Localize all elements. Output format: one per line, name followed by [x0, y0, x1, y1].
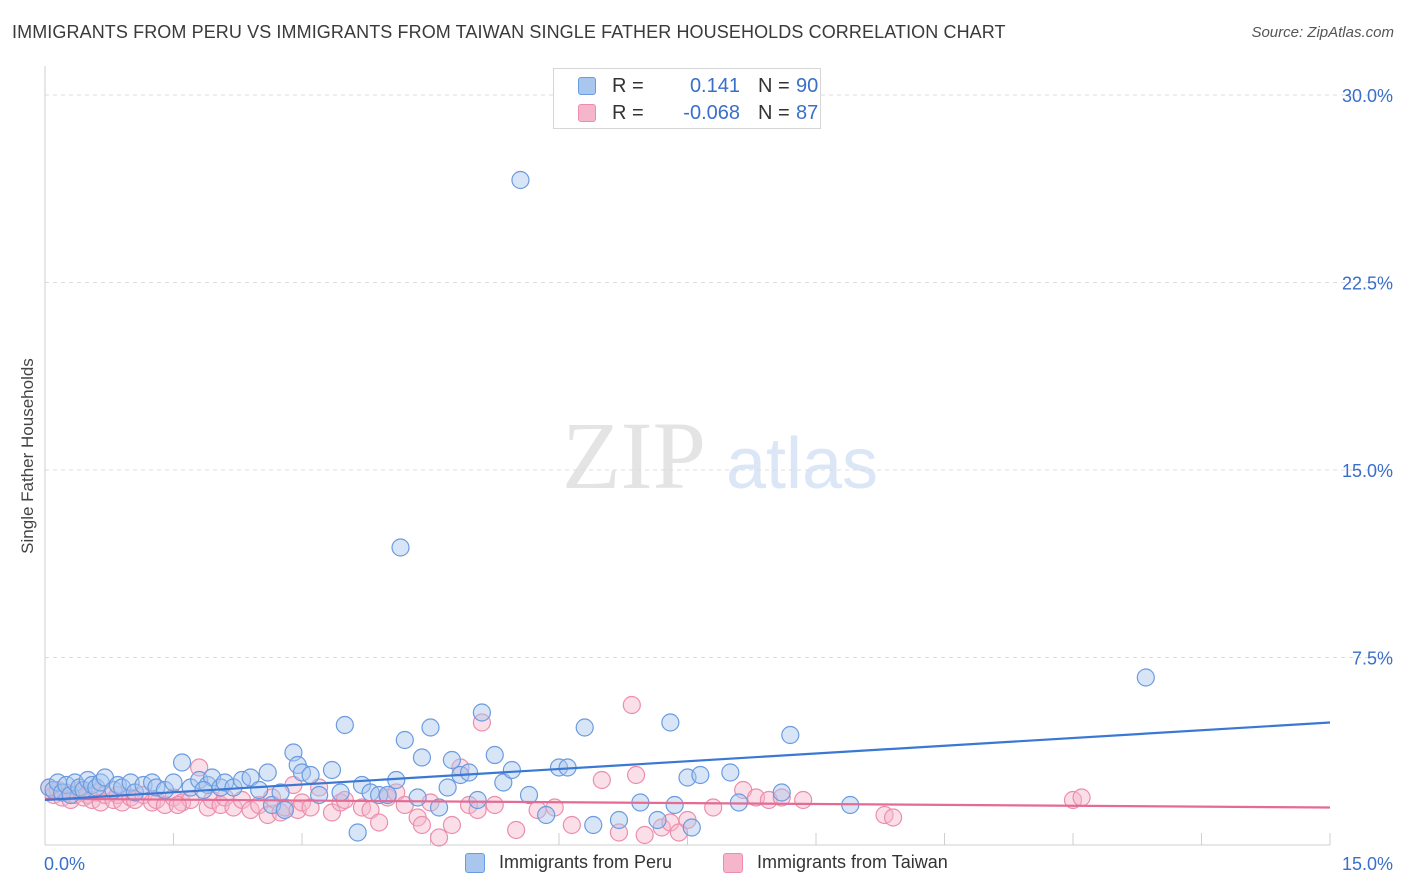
bottom-legend-label-peru: Immigrants from Peru: [499, 852, 673, 872]
data-point-peru: [661, 713, 680, 732]
data-point-peru: [691, 765, 710, 785]
data-point-taiwan: [190, 758, 209, 777]
data-point-peru: [172, 753, 192, 772]
legend-swatch-peru: [578, 77, 596, 95]
data-point-taiwan: [772, 788, 791, 807]
data-point-taiwan: [609, 823, 629, 842]
data-point-peru: [164, 773, 183, 792]
data-point-peru: [472, 703, 491, 722]
data-point-peru: [459, 763, 479, 782]
trend-line-peru: [44, 721, 1331, 802]
data-point-peru: [1136, 668, 1155, 687]
data-point-peru: [502, 760, 521, 780]
legend-r-value: -0.068: [683, 102, 740, 124]
data-point-peru: [485, 745, 504, 765]
legend-n-label: N =: [758, 102, 790, 124]
source-label: Source: ZipAtlas.com: [1251, 24, 1394, 41]
data-point-peru: [331, 783, 350, 802]
data-point-peru: [322, 760, 342, 780]
data-point-taiwan: [429, 828, 449, 847]
data-point-peru: [429, 798, 449, 817]
data-point-peru: [258, 763, 277, 782]
data-point-peru: [378, 785, 397, 805]
data-point-taiwan: [485, 795, 504, 815]
tick-labels: 7.5% 15.0% 22.5% 30.0% 0.0% 15.0%: [44, 86, 1393, 874]
y-tick-label: 22.5%: [1342, 274, 1393, 294]
legend-r-label: R =: [612, 75, 644, 97]
data-point-peru: [665, 795, 684, 815]
data-point-peru: [412, 748, 432, 767]
data-point-taiwan: [412, 815, 432, 835]
data-point-taiwan: [635, 825, 654, 845]
data-point-peru: [682, 818, 701, 837]
data-point-peru: [537, 805, 556, 825]
data-point-peru: [468, 790, 487, 810]
y-tick-label: 30.0%: [1342, 86, 1393, 106]
legend-r-label: R =: [612, 102, 644, 124]
watermark-zip: ZIP: [562, 402, 706, 509]
legend-swatch-taiwan: [578, 104, 596, 122]
watermark: ZIP atlas: [562, 402, 878, 509]
data-point-taiwan: [241, 800, 260, 820]
data-point-peru: [721, 763, 740, 782]
data-point-peru: [301, 765, 320, 785]
axes: [44, 66, 1331, 846]
gridlines: [45, 94, 1392, 658]
data-point-peru: [648, 810, 667, 830]
trend-line-taiwan: [44, 797, 1331, 809]
y-tick-label: 7.5%: [1352, 649, 1393, 669]
data-point-peru: [781, 725, 800, 745]
chart-title: IMMIGRANTS FROM PERU VS IMMIGRANTS FROM …: [12, 22, 1006, 42]
y-tick-label: 15.0%: [1342, 461, 1393, 481]
data-point-taiwan: [292, 793, 312, 812]
y-axis-title: Single Father Households: [18, 358, 37, 554]
trend-lines: [44, 721, 1331, 809]
legend-n-label: N =: [758, 75, 790, 97]
bottom-legend-swatch-peru: [465, 853, 485, 873]
data-point-taiwan: [626, 765, 646, 785]
watermark-atlas: atlas: [726, 424, 878, 504]
data-point-peru: [391, 538, 410, 557]
data-point-peru: [241, 768, 260, 787]
data-point-peru: [421, 718, 440, 737]
data-point-peru: [442, 750, 462, 770]
data-point-peru: [395, 730, 414, 750]
bottom-legend-swatch-taiwan: [723, 853, 743, 873]
data-point-peru: [584, 815, 603, 835]
data-point-peru: [275, 800, 294, 820]
legend-n-value: 90: [796, 75, 819, 97]
data-point-taiwan: [370, 813, 389, 832]
stats-legend: R = 0.141 N = 90 R = -0.068 N = 87: [553, 68, 821, 129]
series-peru-points: [40, 170, 1155, 842]
data-point-taiwan: [592, 770, 611, 790]
data-point-taiwan: [301, 798, 320, 817]
data-point-peru: [575, 718, 594, 737]
data-point-taiwan: [507, 820, 526, 840]
data-point-peru: [609, 810, 629, 830]
data-point-peru: [511, 170, 530, 190]
data-point-taiwan: [794, 790, 813, 810]
data-point-taiwan: [1072, 788, 1091, 807]
data-point-peru: [335, 715, 354, 735]
data-point-peru: [494, 773, 513, 792]
legend-n-value: 87: [796, 102, 819, 124]
data-point-peru: [519, 785, 539, 805]
legend-r-value: 0.141: [689, 75, 740, 97]
x-tick-label: 0.0%: [44, 854, 85, 874]
data-point-taiwan: [883, 808, 903, 827]
data-point-peru: [348, 823, 367, 842]
data-point-taiwan: [622, 695, 641, 715]
data-point-taiwan: [704, 798, 723, 817]
data-point-peru: [408, 788, 427, 807]
data-point-taiwan: [472, 713, 491, 732]
x-tick-label: 15.0%: [1342, 854, 1393, 874]
data-point-peru: [772, 783, 791, 802]
data-point-peru: [250, 780, 269, 800]
data-point-peru: [310, 785, 329, 805]
data-point-taiwan: [442, 815, 462, 835]
bottom-legend-label-taiwan: Immigrants from Taiwan: [757, 852, 948, 872]
data-point-peru: [438, 778, 457, 797]
data-point-taiwan: [562, 815, 581, 835]
